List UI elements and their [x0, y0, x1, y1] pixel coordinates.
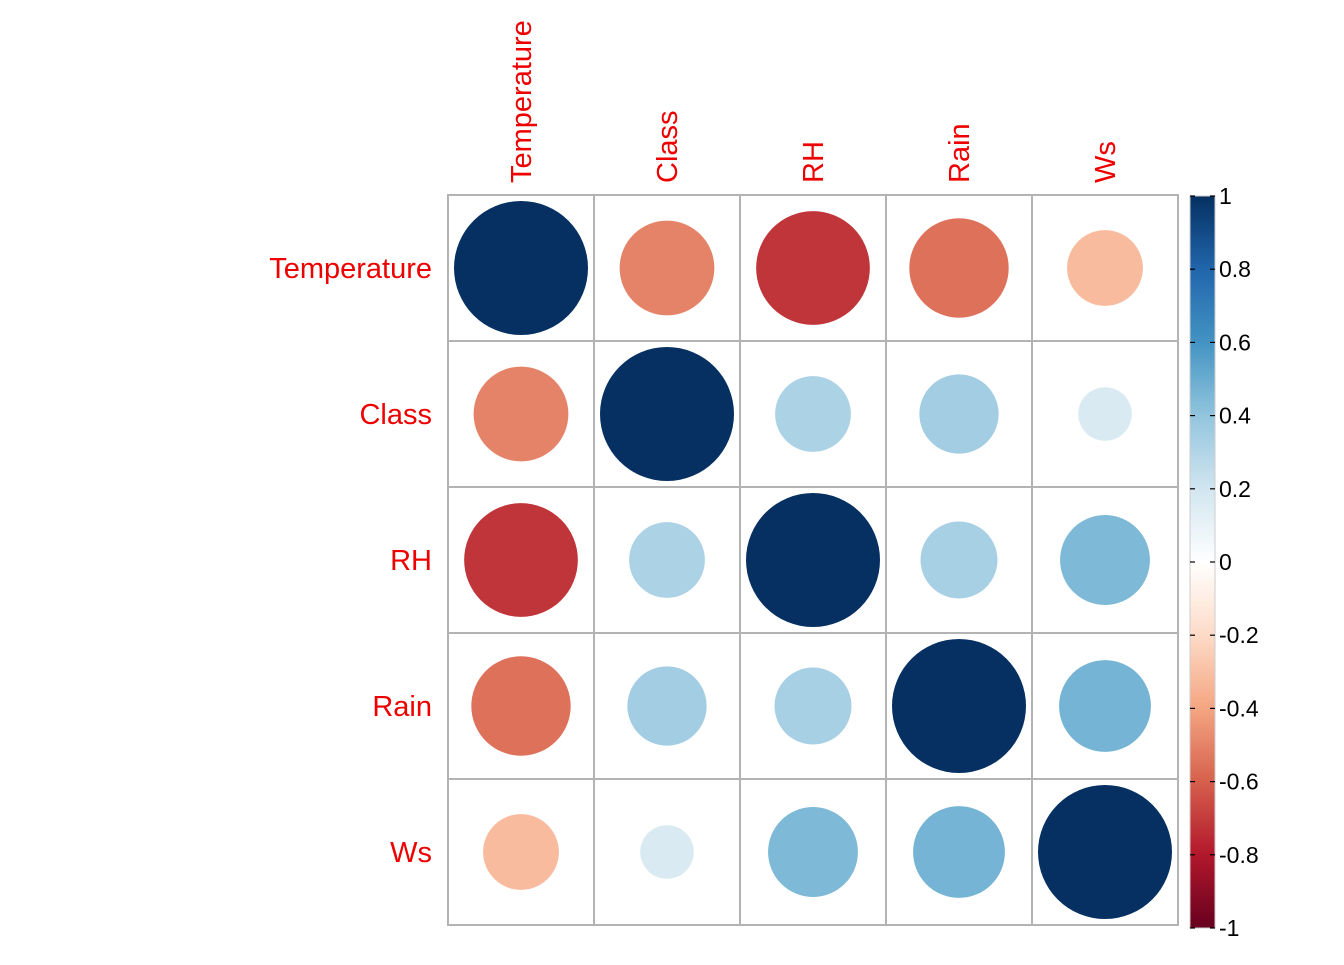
column-label: Ws [1090, 141, 1122, 183]
corr-circle-ws-ws [1038, 785, 1172, 919]
corr-circle-rain-class [627, 666, 707, 746]
colorbar-tick-label: 0.2 [1219, 476, 1251, 502]
grid-cell [1031, 486, 1179, 634]
corr-circle-rh-ws [1060, 515, 1150, 605]
corr-circle-class-class [600, 347, 734, 481]
corr-circle-class-rain [919, 374, 999, 454]
corr-circle-rh-rain [920, 521, 998, 599]
grid-cell [739, 340, 887, 488]
grid-cell [593, 778, 741, 926]
corr-circle-ws-class [640, 825, 694, 879]
corr-circle-temperature-ws [1067, 230, 1143, 306]
corr-circle-temperature-class [619, 220, 715, 316]
column-label: Class [652, 110, 684, 183]
corr-circle-temperature-temperature [454, 201, 588, 335]
colorbar-tick-label: -0.6 [1219, 769, 1259, 795]
column-label: RH [798, 141, 830, 183]
column-labels: Temperature Class RH Rain Ws [506, 20, 1122, 183]
column-label: Temperature [506, 20, 538, 183]
corr-circle-rh-class [629, 522, 705, 598]
corr-circle-ws-rh [768, 807, 858, 897]
row-label: Temperature [269, 253, 432, 285]
colorbar-tick-label: -0.4 [1219, 695, 1259, 721]
corr-circle-rain-rain [892, 639, 1026, 773]
corr-circle-ws-rain [913, 806, 1005, 898]
row-label: Rain [372, 691, 432, 723]
corr-circle-class-ws [1078, 387, 1132, 441]
corr-circle-class-temperature [473, 366, 569, 462]
corr-circle-rain-ws [1059, 660, 1151, 752]
colorbar-tick-label: -1 [1219, 915, 1239, 941]
colorbar-tick-label: 0.6 [1219, 329, 1251, 355]
colorbar-tick-label: 1 [1219, 183, 1232, 209]
corr-circle-rh-temperature [464, 503, 578, 617]
row-label: Ws [390, 837, 432, 869]
row-label: Class [359, 399, 432, 431]
corr-circle-temperature-rain [909, 218, 1009, 318]
row-label: RH [390, 545, 432, 577]
colorbar-tick-label: -0.8 [1219, 842, 1259, 868]
corr-circle-temperature-rh [756, 211, 870, 325]
colorbar-tick-label: 0 [1219, 549, 1232, 575]
row-labels: Temperature Class RH Rain Ws [269, 253, 432, 869]
corr-circle-class-rh [775, 376, 851, 452]
corr-circle-rain-rh [774, 667, 852, 745]
colorbar-tick-label: 0.4 [1219, 403, 1251, 429]
colorbar-tick-label: 0.8 [1219, 256, 1251, 282]
colorbar-tick-label: -0.2 [1219, 622, 1259, 648]
corr-circle-rh-rh [746, 493, 880, 627]
colorbar-legend: 1 0.8 0.6 0.4 0.2 0 -0.2 -0.4 -0.6 -0.8 -1 [1189, 183, 1259, 941]
column-label: Rain [944, 123, 976, 183]
corr-circle-ws-temperature [483, 814, 559, 890]
grid-cell [885, 486, 1033, 634]
circles-layer [454, 201, 1172, 919]
corr-circle-rain-temperature [471, 656, 571, 756]
